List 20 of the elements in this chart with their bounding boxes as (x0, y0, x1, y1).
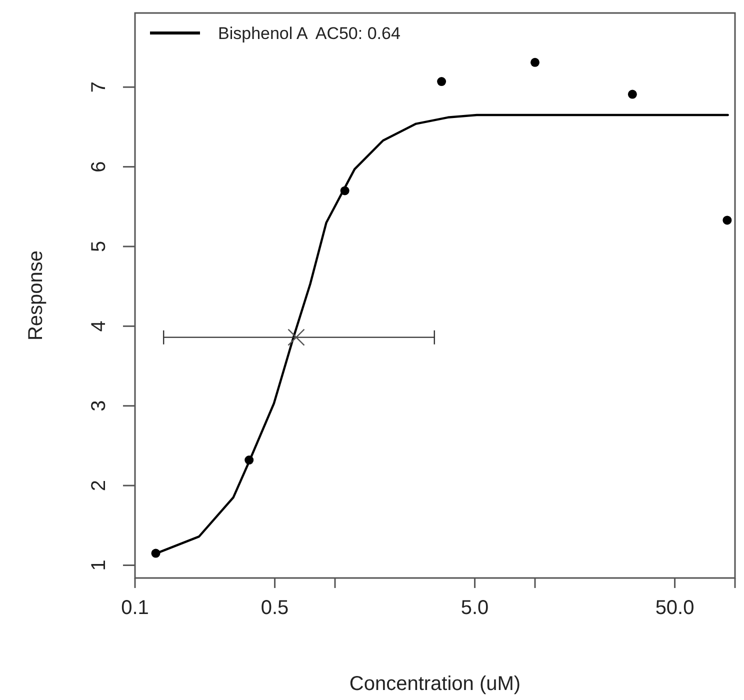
point (340, 186, 350, 196)
y-tick-label: 2 (88, 480, 110, 492)
point (244, 456, 254, 465)
x-tick-label: 0.5 (260, 597, 289, 619)
legend-label: Bisphenol A AC50: 0.64 (218, 24, 400, 43)
y-axis-title: Response (25, 250, 47, 341)
y-tick-label: 5 (88, 240, 110, 252)
y-tick-label: 1 (88, 560, 110, 571)
y-tick-label: 7 (88, 82, 110, 93)
x-tick-label: 0.1 (121, 597, 149, 619)
y-tick-label: 3 (88, 400, 110, 412)
point (151, 548, 160, 558)
x-axis-title: Concentration (uM) (349, 673, 521, 695)
point (437, 77, 446, 86)
y-tick-label: 4 (88, 320, 110, 332)
point (628, 90, 637, 99)
point (722, 216, 732, 225)
x-tick-label: 50.0 (655, 597, 694, 619)
x-tick-label: 5.0 (460, 597, 489, 619)
y-tick-label: 6 (88, 161, 110, 172)
